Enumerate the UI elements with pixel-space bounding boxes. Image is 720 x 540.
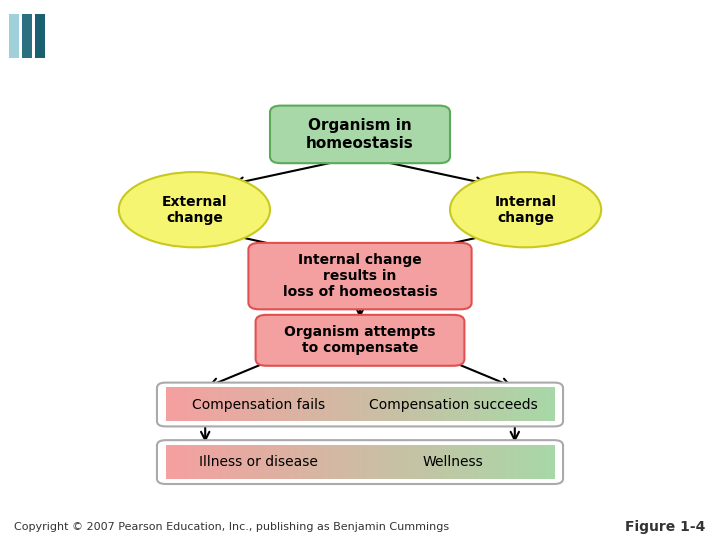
Ellipse shape <box>450 172 601 247</box>
Text: Wellness: Wellness <box>423 455 484 469</box>
Text: Compensation fails: Compensation fails <box>192 397 325 411</box>
Text: Internal change
results in
loss of homeostasis: Internal change results in loss of homeo… <box>283 253 437 299</box>
Bar <box>35 14 45 58</box>
Text: Illness or disease: Illness or disease <box>199 455 318 469</box>
Text: Internal
change: Internal change <box>495 194 557 225</box>
FancyBboxPatch shape <box>270 106 450 163</box>
Text: Compensation succeeds: Compensation succeeds <box>369 397 538 411</box>
Text: Homeostasis and Controls: Homeostasis and Controls <box>54 29 503 58</box>
FancyBboxPatch shape <box>256 315 464 366</box>
FancyBboxPatch shape <box>248 243 472 309</box>
FancyBboxPatch shape <box>157 383 563 427</box>
Ellipse shape <box>119 172 270 247</box>
Text: Organism attempts
to compensate: Organism attempts to compensate <box>284 325 436 355</box>
Text: External
change: External change <box>162 194 227 225</box>
Text: Figure 1-4: Figure 1-4 <box>625 519 706 534</box>
Bar <box>22 14 32 58</box>
Bar <box>9 14 19 58</box>
Text: Organism in
homeostasis: Organism in homeostasis <box>306 118 414 151</box>
Text: Copyright © 2007 Pearson Education, Inc., publishing as Benjamin Cummings: Copyright © 2007 Pearson Education, Inc.… <box>14 522 449 531</box>
FancyBboxPatch shape <box>157 440 563 484</box>
